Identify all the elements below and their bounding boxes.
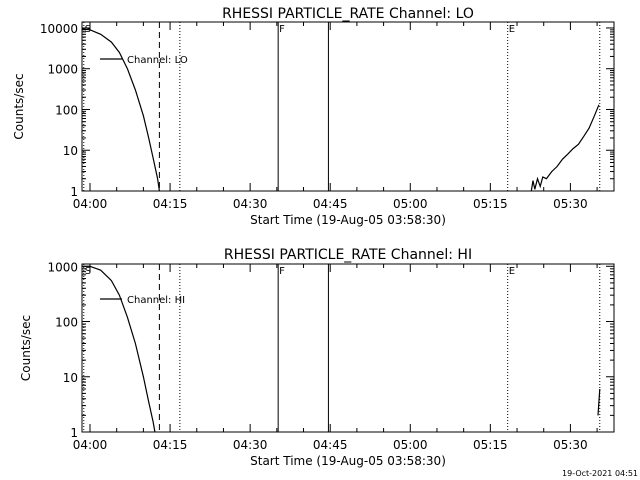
y-tick-label: 10 (63, 371, 78, 385)
x-tick-label: 05:15 (473, 438, 508, 452)
chart-title: RHESSI PARTICLE_RATE Channel: HI (224, 247, 472, 263)
y-axis-label: Counts/sec (12, 73, 26, 139)
y-tick-label: 1 (70, 426, 78, 440)
x-tick-label: 05:15 (473, 197, 508, 211)
plot-frame (81, 21, 615, 192)
x-axis-label: Start Time (19-Aug-05 03:58:30) (250, 454, 446, 468)
panel-lo: RHESSI PARTICLE_RATE Channel: LO Counts/s… (12, 6, 615, 227)
y-tick-label: 1000 (47, 260, 78, 274)
x-tick-label: 05:00 (393, 197, 428, 211)
event-marker-label: S (85, 266, 91, 277)
panel-hi: RHESSI PARTICLE_RATE Channel: HI Counts/s… (19, 247, 615, 468)
y-tick-label: 100 (55, 103, 78, 117)
event-marker-label: E (509, 266, 515, 277)
x-tick-label: 04:30 (233, 197, 268, 211)
event-marker-label: F (279, 24, 285, 35)
y-tick-label: 100 (55, 316, 78, 330)
x-tick-label: 04:45 (313, 438, 348, 452)
chart-title: RHESSI PARTICLE_RATE Channel: LO (222, 6, 474, 22)
y-tick-label: 10 (63, 144, 78, 158)
series-line (82, 265, 156, 433)
x-tick-label: 04:45 (313, 197, 348, 211)
series-line (597, 388, 601, 416)
plot-frame (81, 263, 615, 433)
y-tick-label: 1000 (47, 63, 78, 77)
x-tick-label: 04:15 (153, 197, 188, 211)
event-marker-label: F (279, 266, 285, 277)
event-marker-label: E (509, 24, 515, 35)
x-tick-label: 05:00 (393, 438, 428, 452)
series-line (530, 104, 600, 192)
y-tick-label: 1 (70, 185, 78, 199)
x-tick-label: 05:30 (553, 197, 588, 211)
x-tick-label: 05:30 (553, 438, 588, 452)
x-tick-label: 04:30 (233, 438, 268, 452)
y-tick-label: 10000 (40, 22, 78, 36)
x-tick-label: 04:00 (73, 197, 108, 211)
legend-label: Channel: HI (127, 295, 185, 306)
footer-timestamp: 19-Oct-2021 04:51 (562, 469, 638, 478)
x-tick-label: 04:15 (153, 438, 188, 452)
y-axis-label: Counts/sec (19, 315, 33, 381)
series-line (81, 28, 160, 192)
legend-label: Channel: LO (127, 55, 188, 66)
x-axis-label: Start Time (19-Aug-05 03:58:30) (250, 213, 446, 227)
x-tick-label: 04:00 (73, 438, 108, 452)
